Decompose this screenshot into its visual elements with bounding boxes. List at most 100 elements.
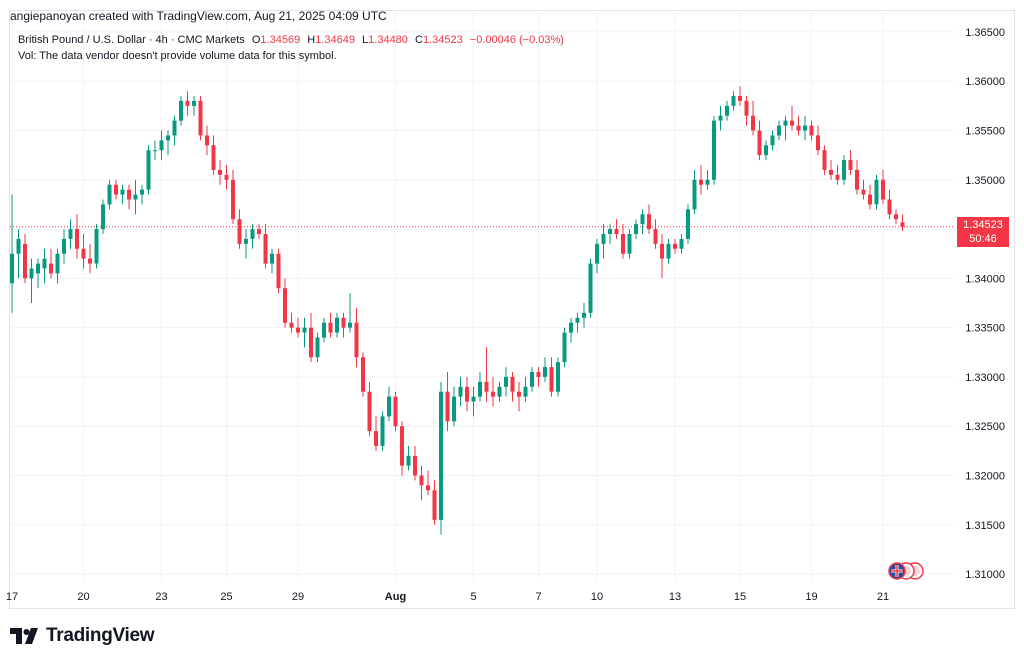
high-label: H — [307, 34, 316, 46]
candle-up — [627, 229, 632, 259]
bar-countdown: 50:46 — [969, 233, 997, 245]
candle-body — [692, 179, 697, 210]
candle-body — [484, 381, 489, 392]
candle-down — [75, 214, 79, 259]
candle-body — [16, 238, 21, 254]
price-tick-label: 1.35000 — [965, 175, 1005, 187]
candle-body — [81, 248, 86, 259]
candle-down — [432, 480, 437, 525]
candle-body — [471, 396, 476, 402]
candle-body — [549, 367, 554, 392]
symbol-legend: British Pound / U.S. Dollar · 4h · CMC M… — [18, 34, 564, 46]
candle-up — [582, 303, 586, 328]
candle-body — [361, 357, 365, 392]
candle-down — [276, 248, 281, 294]
candle-down — [49, 248, 53, 279]
candle-up — [608, 224, 612, 244]
candle-up — [777, 120, 781, 141]
candle-body — [647, 214, 651, 230]
candle-up — [679, 234, 684, 254]
candle-down — [296, 317, 300, 338]
candle-body — [276, 253, 281, 289]
candle-up — [556, 357, 560, 397]
candle-body — [107, 184, 112, 205]
candle-down — [400, 421, 404, 476]
volume-note: Vol: The data vendor doesn't provide vol… — [18, 50, 337, 62]
candle-up — [322, 317, 326, 343]
candle-up — [497, 381, 502, 402]
candle-body — [582, 312, 586, 318]
candle-body — [517, 391, 521, 397]
candle-body — [796, 125, 801, 131]
candle-body — [42, 258, 47, 269]
candle-body — [270, 253, 274, 264]
candle-body — [569, 322, 573, 333]
candle-body — [315, 337, 320, 358]
candle-down — [491, 376, 495, 407]
candle-body — [36, 263, 40, 274]
candle-body — [309, 327, 313, 358]
candle-body — [172, 120, 177, 136]
candle-down — [426, 470, 430, 496]
candle-up — [725, 100, 729, 121]
candle-body — [725, 105, 729, 116]
price-axis[interactable]: 1.365001.360001.355001.350001.345001.340… — [965, 27, 1005, 581]
candle-up — [315, 332, 320, 363]
candle-body — [328, 322, 333, 333]
candle-body — [237, 219, 242, 244]
tradingview-brand[interactable]: TradingView — [10, 625, 155, 647]
candle-down — [127, 184, 131, 210]
candle-body — [94, 229, 99, 264]
candle-down — [744, 96, 749, 126]
candle-up — [705, 169, 710, 190]
candle-body — [231, 179, 235, 220]
candle-down — [900, 214, 905, 232]
candle-body — [608, 229, 612, 234]
candle-up — [140, 184, 144, 205]
candle-up — [712, 115, 716, 185]
candle-body — [198, 100, 203, 136]
candle-down — [647, 204, 651, 234]
candle-body — [88, 258, 92, 264]
candle-body — [504, 376, 508, 387]
currency-flags-icon[interactable] — [887, 562, 925, 580]
candle-up — [478, 372, 482, 402]
candle-body — [10, 253, 14, 284]
candle-down — [361, 352, 365, 397]
candle-up — [335, 312, 339, 338]
candle-body — [354, 322, 359, 358]
candle-body — [387, 396, 391, 417]
candle-up — [406, 445, 411, 471]
candle-body — [296, 327, 300, 333]
price-tick-label: 1.35500 — [965, 126, 1005, 138]
candle-down — [341, 312, 346, 338]
low-value: 1.34480 — [368, 34, 408, 46]
candle-body — [153, 150, 157, 152]
candle-up — [458, 376, 463, 407]
candle-body — [146, 150, 151, 190]
candle-down — [510, 372, 515, 402]
candle-up — [452, 386, 456, 427]
candle-body — [900, 222, 905, 227]
candle-body — [380, 416, 385, 446]
candle-body — [341, 317, 346, 328]
candle-body — [497, 386, 502, 397]
candle-body — [868, 194, 872, 205]
candle-body — [49, 263, 53, 274]
candle-body — [283, 288, 287, 323]
candle-body — [822, 150, 827, 170]
candle-up — [634, 219, 638, 239]
chart-credit: angiepanoyan created with TradingView.co… — [10, 9, 387, 23]
candle-up — [159, 130, 164, 161]
candle-body — [855, 169, 859, 190]
candle-body — [744, 100, 749, 116]
candle-body — [257, 229, 261, 234]
candle-up — [504, 367, 508, 397]
candle-up — [575, 312, 580, 333]
candles — [10, 86, 905, 535]
candle-down — [393, 391, 398, 432]
time-axis[interactable]: 17 20 23 25 29 Aug 5 7 10 13 15 19 21 — [6, 591, 889, 603]
candle-down — [354, 307, 359, 368]
candle-body — [192, 100, 196, 106]
